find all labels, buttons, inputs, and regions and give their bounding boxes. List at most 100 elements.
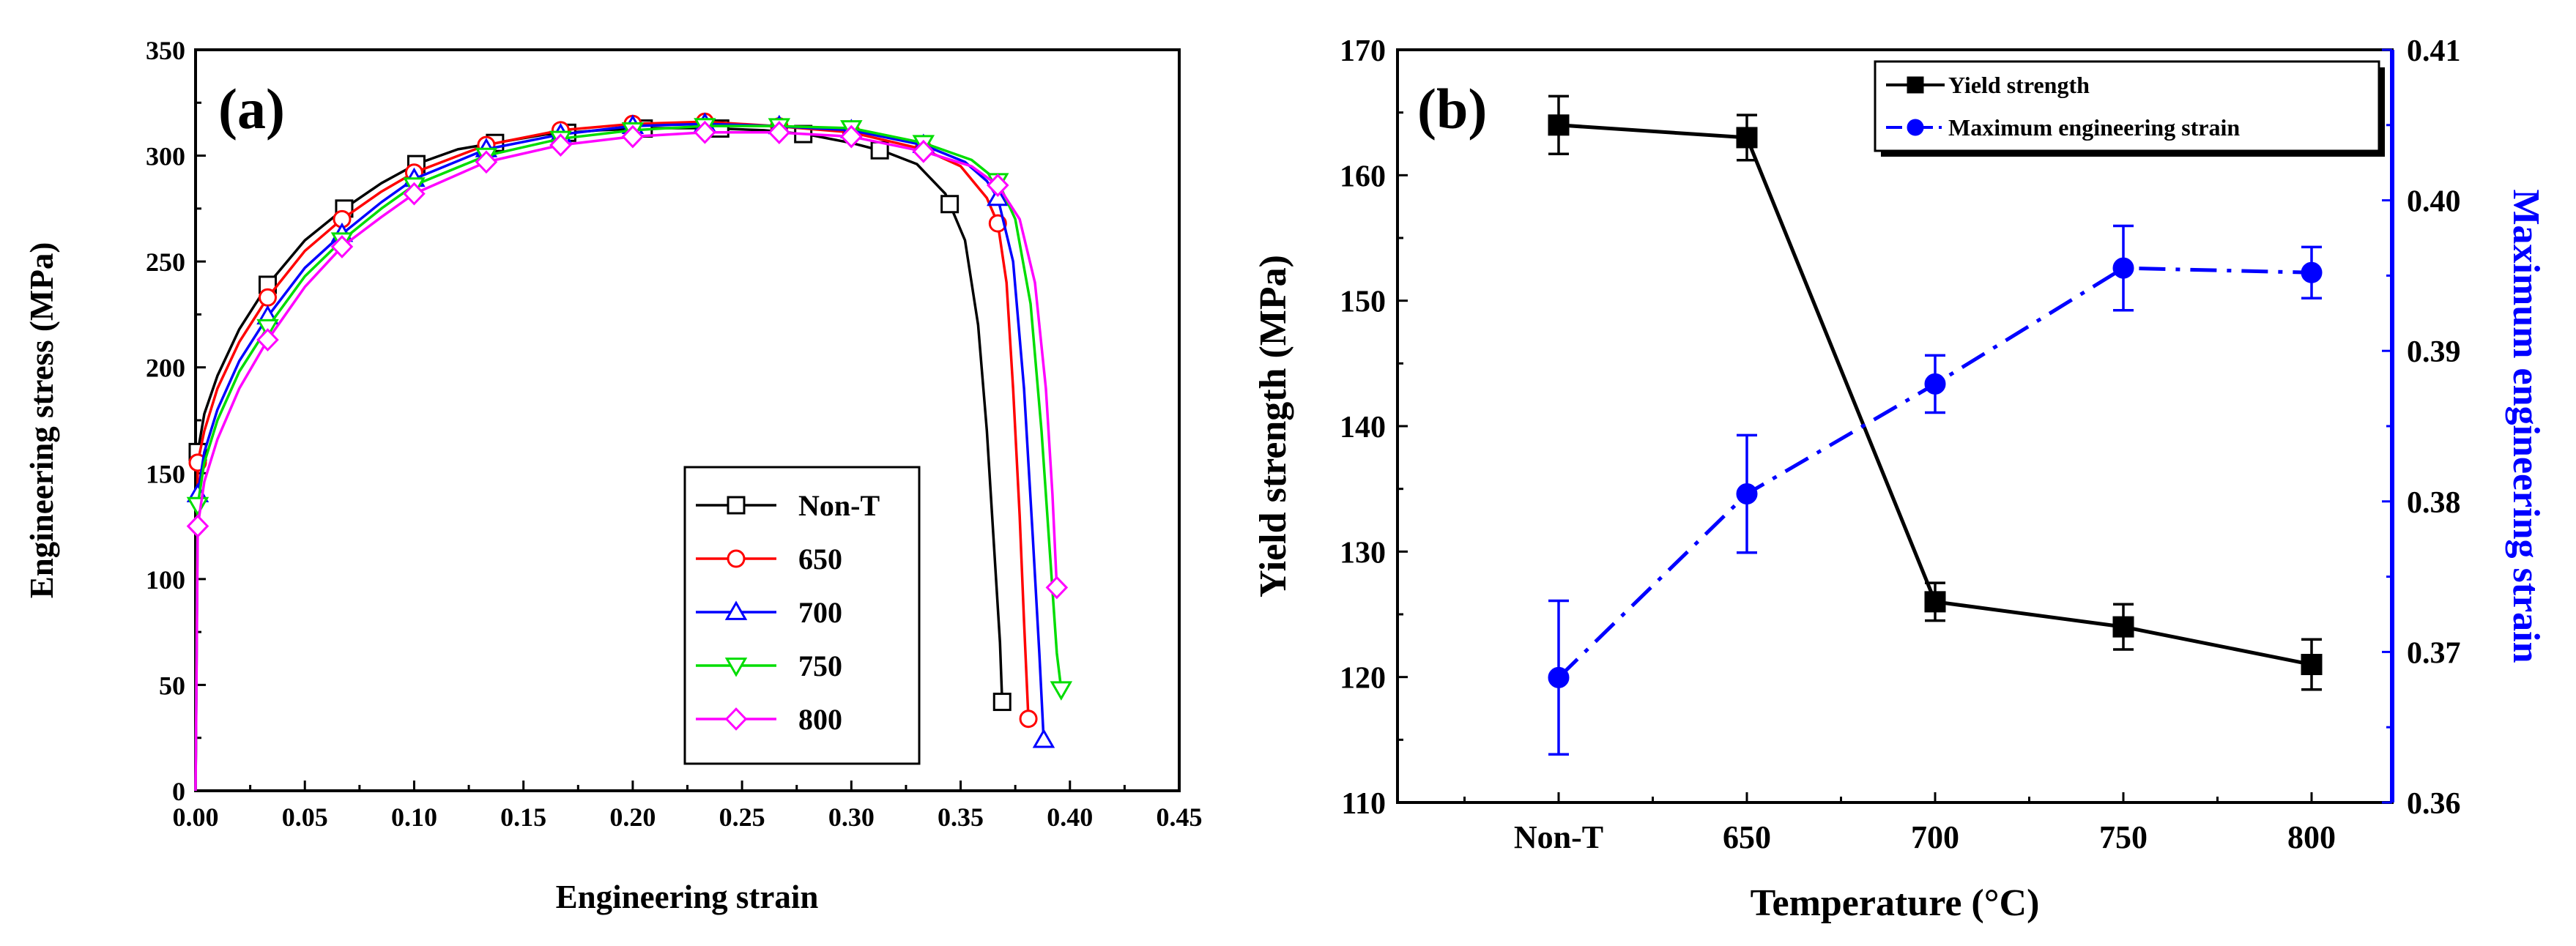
panel-b-series bbox=[1548, 94, 2323, 756]
data-point bbox=[694, 120, 716, 144]
data-point bbox=[2301, 261, 2323, 283]
series-line bbox=[194, 124, 1063, 792]
data-point bbox=[912, 139, 935, 163]
data-point bbox=[1736, 127, 1758, 149]
panel-a-y-tick-label: 150 bbox=[146, 459, 185, 488]
data-point bbox=[1019, 710, 1038, 729]
legend-marker bbox=[727, 549, 746, 568]
panel-a-label: (a) bbox=[218, 77, 285, 141]
legend-marker bbox=[1907, 119, 1924, 136]
panel-b-y-tick-label: 120 bbox=[1340, 662, 1386, 696]
panel-b: Non-T 650 700 750 800 110 120 130 140 150 160 170 0.… bbox=[1252, 34, 2547, 924]
panel-b-legend: Yield strength Maximum engineering strain bbox=[1874, 60, 2385, 157]
panel-b-y-tick-label: 160 bbox=[1340, 160, 1386, 193]
panel-b-frame bbox=[1396, 48, 2394, 804]
data-point bbox=[1736, 483, 1758, 505]
panel-a-x-tick-label: 0.10 bbox=[391, 802, 437, 832]
data-point bbox=[258, 288, 277, 307]
series-800 bbox=[186, 120, 1069, 792]
panel-a-y-tick-label: 100 bbox=[146, 565, 185, 595]
panel-b-label: (b) bbox=[1417, 77, 1487, 141]
panel-a-y-tick-label: 0 bbox=[172, 777, 185, 806]
data-point bbox=[2301, 654, 2323, 676]
panel-a-x-tick-label: 0.40 bbox=[1047, 802, 1093, 832]
data-point bbox=[186, 514, 209, 538]
panel-a-series bbox=[186, 112, 1073, 792]
data-point bbox=[621, 124, 645, 149]
panel-b-y-tick-label: 140 bbox=[1340, 411, 1386, 444]
legend-marker bbox=[1907, 76, 1924, 94]
legend-entry: 700 bbox=[696, 596, 842, 629]
data-point bbox=[2112, 616, 2134, 638]
panel-a: 0.00 0.05 0.10 0.15 0.20 0.25 0.30 0.35 0.40 0.45… bbox=[23, 36, 1203, 915]
panel-b-x-tick-label: 750 bbox=[2099, 819, 2148, 855]
panel-a-legend-box bbox=[683, 466, 921, 765]
panel-b-x-tick-label: Non-T bbox=[1514, 819, 1603, 855]
panel-b-y-tick-label: 130 bbox=[1340, 536, 1386, 570]
legend-label: 700 bbox=[798, 596, 842, 629]
series-700 bbox=[186, 112, 1055, 792]
data-point bbox=[186, 496, 209, 517]
panel-a-y-axis-label: Engineering stress (MPa) bbox=[23, 242, 60, 599]
data-point bbox=[1924, 373, 1946, 395]
data-point bbox=[1924, 591, 1946, 613]
panel-a-x-tick-label: 0.45 bbox=[1157, 802, 1203, 832]
series-yield-strength bbox=[1548, 94, 2323, 691]
legend-marker bbox=[727, 496, 746, 515]
legend-label: Non-T bbox=[798, 489, 880, 522]
panel-b-ticks: Non-T 650 700 750 800 110 120 130 140 150 160 170 0.… bbox=[1340, 34, 2461, 855]
panel-a-x-tick-label: 0.25 bbox=[719, 802, 765, 832]
series-750 bbox=[186, 118, 1073, 792]
series-maximum-engineering-strain bbox=[1548, 224, 2323, 756]
legend-marker bbox=[724, 658, 748, 677]
panel-a-y-tick-label: 200 bbox=[146, 354, 185, 383]
data-point bbox=[940, 195, 959, 214]
data-point bbox=[256, 328, 279, 352]
data-point bbox=[1050, 681, 1073, 701]
data-point bbox=[992, 693, 1012, 712]
legend-label: 650 bbox=[798, 543, 842, 576]
legend-entry: 800 bbox=[696, 703, 842, 736]
panel-a-ticks: 0.00 0.05 0.10 0.15 0.20 0.25 0.30 0.35 0.40 0.45… bbox=[146, 36, 1203, 832]
legend-entry: Maximum engineering strain bbox=[1886, 114, 2240, 141]
panel-a-x-axis-label: Engineering strain bbox=[556, 879, 819, 915]
panel-b-x-axis-label: Temperature (°C) bbox=[1751, 882, 2040, 924]
panel-b-right-y-tick-label: 0.39 bbox=[2407, 335, 2461, 369]
series-line bbox=[194, 131, 1058, 792]
data-point bbox=[840, 124, 863, 149]
data-point bbox=[549, 133, 572, 157]
legend-entry: 650 bbox=[696, 543, 842, 576]
legend-label: Yield strength bbox=[1948, 72, 2090, 98]
panel-a-y-tick-label: 250 bbox=[146, 247, 185, 277]
panel-b-right-y-axis-label: Maximum engineering strain bbox=[2505, 189, 2547, 663]
panel-b-y-tick-label: 150 bbox=[1340, 286, 1386, 319]
data-point bbox=[1548, 666, 1570, 688]
panel-a-y-tick-label: 50 bbox=[159, 671, 185, 700]
panel-a-x-tick-label: 0.35 bbox=[938, 802, 984, 832]
panel-b-right-y-tick-label: 0.36 bbox=[2407, 787, 2461, 821]
data-point bbox=[1045, 576, 1069, 600]
data-point bbox=[1032, 728, 1055, 748]
legend-label: 750 bbox=[798, 649, 842, 682]
legend-entry: Non-T bbox=[696, 489, 880, 522]
panel-b-legend-box bbox=[1874, 60, 2380, 152]
panel-a-x-tick-label: 0.05 bbox=[282, 802, 328, 832]
panel-a-legend: Non-T 650 700 750 800 bbox=[683, 466, 921, 765]
data-point bbox=[768, 121, 791, 145]
panel-a-y-tick-label: 300 bbox=[146, 142, 185, 171]
panel-b-right-y-tick-label: 0.40 bbox=[2407, 185, 2461, 219]
panel-b-right-y-tick-label: 0.38 bbox=[2407, 486, 2461, 520]
data-point bbox=[330, 234, 354, 258]
panel-b-y-axis-label: Yield strength (MPa) bbox=[1252, 255, 1294, 597]
legend-label: 800 bbox=[798, 703, 842, 736]
panel-b-x-tick-label: 700 bbox=[1911, 819, 1959, 855]
legend-marker bbox=[724, 600, 748, 620]
panel-a-x-tick-label: 0.20 bbox=[609, 802, 656, 832]
data-point bbox=[475, 150, 498, 174]
data-point bbox=[2112, 257, 2134, 279]
panel-a-y-tick-label: 350 bbox=[146, 36, 185, 65]
panel-b-x-tick-label: 650 bbox=[1723, 819, 1771, 855]
panel-b-right-y-tick-label: 0.37 bbox=[2407, 636, 2461, 670]
panel-a-x-tick-label: 0.30 bbox=[828, 802, 875, 832]
panel-b-x-tick-label: 800 bbox=[2287, 819, 2336, 855]
